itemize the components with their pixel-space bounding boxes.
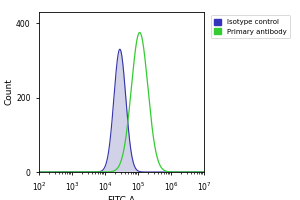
- X-axis label: FITC-A: FITC-A: [107, 196, 136, 200]
- Legend: Isotype control, Primary antibody: Isotype control, Primary antibody: [211, 15, 290, 38]
- Y-axis label: Count: Count: [4, 79, 13, 105]
